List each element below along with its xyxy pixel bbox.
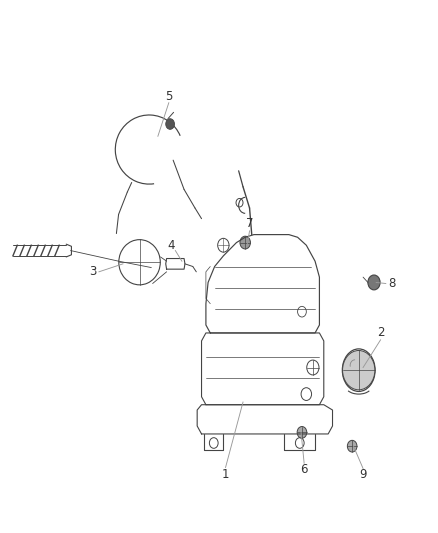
Circle shape bbox=[347, 440, 357, 452]
Text: 4: 4 bbox=[167, 239, 175, 252]
Circle shape bbox=[166, 119, 174, 130]
Text: 6: 6 bbox=[300, 463, 308, 476]
Text: 1: 1 bbox=[222, 469, 230, 481]
Text: 3: 3 bbox=[89, 265, 96, 278]
Circle shape bbox=[368, 275, 380, 290]
Text: 9: 9 bbox=[359, 469, 367, 481]
Text: 2: 2 bbox=[377, 326, 384, 340]
Text: 8: 8 bbox=[388, 277, 395, 290]
Circle shape bbox=[297, 426, 307, 438]
Circle shape bbox=[343, 351, 375, 390]
Text: 7: 7 bbox=[246, 217, 253, 230]
Text: 5: 5 bbox=[165, 90, 173, 103]
Circle shape bbox=[240, 236, 251, 249]
